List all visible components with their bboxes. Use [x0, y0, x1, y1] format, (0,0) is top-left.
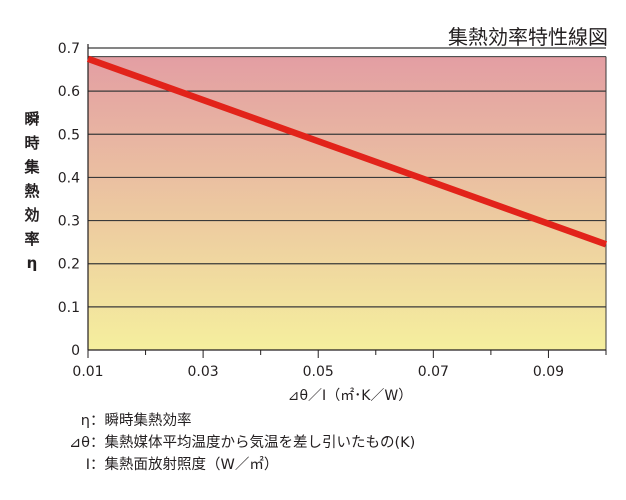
x-tick-label: 0.05 — [303, 364, 334, 380]
y-axis-label-char: 効 — [24, 206, 39, 224]
y-tick-label: 0.6 — [58, 84, 80, 100]
note-symbol: I — [85, 457, 90, 473]
note-symbol: ⊿θ — [68, 435, 90, 451]
y-tick-label: 0.5 — [58, 127, 80, 143]
y-tick-labels: 0 0.1 0.2 0.3 0.4 0.5 0.6 0.7 — [58, 41, 80, 359]
note-text: ：瞬時集熱効率 — [90, 413, 192, 429]
y-axis-label-char: 集 — [23, 158, 40, 176]
plot-background — [88, 56, 606, 350]
series-group — [86, 55, 608, 248]
y-tick-label: 0.3 — [58, 214, 80, 230]
x-tick-label: 0.07 — [418, 364, 449, 380]
y-axis-label-char: 時 — [24, 134, 39, 152]
note-row-irradiance: I ：集熱面放射照度（W／㎡） — [30, 454, 415, 476]
x-tick-label: 0.09 — [533, 364, 564, 380]
legend-notes: η ：瞬時集熱効率 ⊿θ ：集熱媒体平均温度から気温を差し引いたもの(K) I ：集熱… — [30, 410, 415, 476]
axes — [87, 44, 607, 358]
y-tick-label: 0.2 — [58, 257, 80, 273]
y-tick-label: 0.4 — [58, 170, 80, 186]
y-axis-label-char: 瞬 — [24, 110, 39, 128]
y-axis-label-char: 熱 — [24, 182, 39, 200]
note-text: ：集熱媒体平均温度から気温を差し引いたもの(K) — [90, 435, 416, 451]
x-tick-labels: 0.01 0.03 0.05 0.07 0.09 — [72, 364, 564, 380]
y-tick-label: 0.1 — [58, 300, 80, 316]
y-tick-label: 0.7 — [58, 41, 80, 57]
efficiency-line — [86, 55, 608, 248]
y-tick-label: 0 — [71, 343, 80, 359]
efficiency-chart: 00.10.20.30.40.50.60.7 0.01 0.03 0.05 0.07 0… — [23, 25, 608, 404]
note-row-delta-theta: ⊿θ ：集熱媒体平均温度から気温を差し引いたもの(K) — [30, 432, 415, 454]
note-text: ：集熱面放射照度（W／㎡） — [90, 457, 279, 473]
x-axis-label: ⊿θ／I（㎡･K／W） — [288, 388, 412, 404]
note-symbol: η — [80, 413, 90, 429]
note-row-eta: η ：瞬時集熱効率 — [30, 410, 415, 432]
chart-title: 集熱効率特性線図 — [448, 25, 608, 49]
x-tick-label: 0.03 — [188, 364, 219, 380]
x-tick-label: 0.01 — [72, 364, 103, 380]
y-axis-label-char: 率 — [24, 230, 39, 248]
y-axis-label-char: η — [27, 254, 38, 272]
